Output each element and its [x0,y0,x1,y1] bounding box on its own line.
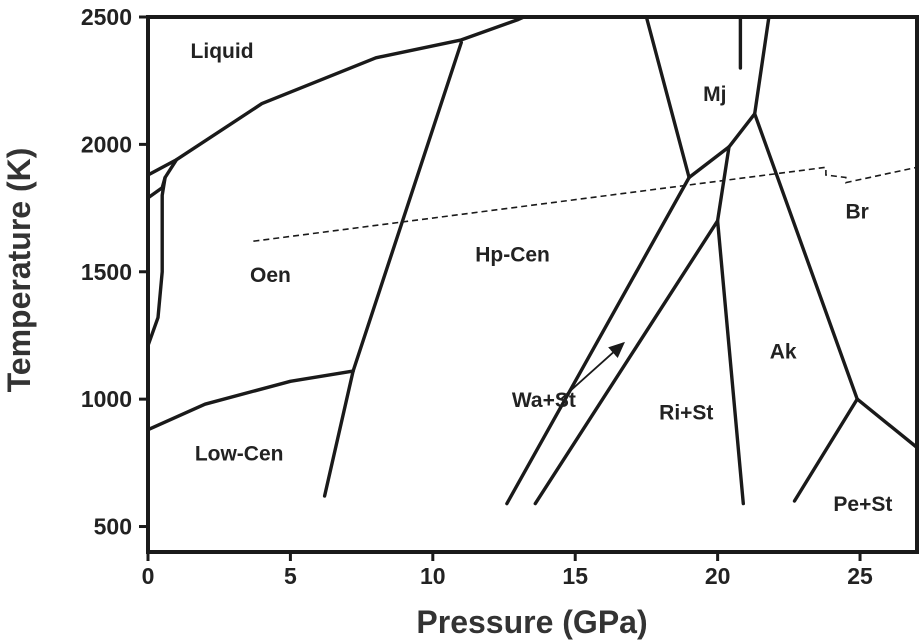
phase-label-pe-st: Pe+St [833,493,892,516]
phase-label-ak: Ak [770,340,797,363]
annotation-arrow [560,341,625,400]
x-tick-label: 5 [284,563,297,589]
x-tick-label: 10 [420,563,446,589]
phase-label-low-cen: Low-Cen [195,442,284,465]
boundary-lowcen-hpcen [146,369,355,432]
phase-label-liquid: Liquid [191,40,254,63]
boundary-wa-hp [505,175,691,506]
boundary-mj-left [644,15,691,180]
x-tick-label: 0 [142,563,155,589]
x-axis-ticks: 0 5 10 15 20 25 [142,552,873,589]
plot-frame [146,15,919,554]
y-axis-title: Temperature (K) [1,148,37,393]
y-tick-label: 500 [94,514,132,540]
boundary-mj-ak [687,112,757,180]
boundary-ak-br [753,112,859,401]
boundary-cen-liquid [322,40,463,498]
boundary-ri-ak [715,219,745,506]
phase-labels: Liquid Oen Low-Cen Hp-Cen Mj Br Ak Ri+St Wa+St Pe… [191,40,893,516]
adiabat-path [253,166,918,242]
y-tick-label: 2500 [81,4,132,30]
boundary-oen-inner-left [146,157,179,348]
y-tick-label: 2000 [81,131,132,157]
x-axis-title: Pressure (GPa) [416,604,647,640]
x-tick-label: 15 [562,563,588,589]
phase-label-hp-cen: Hp-Cen [475,244,550,267]
boundary-oen-inner-right [146,175,167,200]
boundary-mj-right [753,15,771,116]
phase-label-br: Br [846,200,869,223]
phase-label-ri-st: Ri+St [659,402,713,425]
wa-st-arrow [560,341,625,400]
x-tick-label: 20 [705,563,731,589]
y-axis-ticks: 500 1000 1500 2000 2500 [81,4,148,540]
phase-label-wa-st: Wa+St [512,389,576,412]
y-tick-label: 1000 [81,386,132,412]
boundary-br-pe [855,397,919,450]
y-tick-label: 1500 [81,259,132,285]
boundary-ak-pe [792,397,859,503]
phase-boundaries [146,15,919,506]
x-tick-label: 25 [847,563,873,589]
adiabat-line [253,166,918,242]
phase-label-mj: Mj [703,83,726,106]
phase-label-oen: Oen [250,264,291,287]
